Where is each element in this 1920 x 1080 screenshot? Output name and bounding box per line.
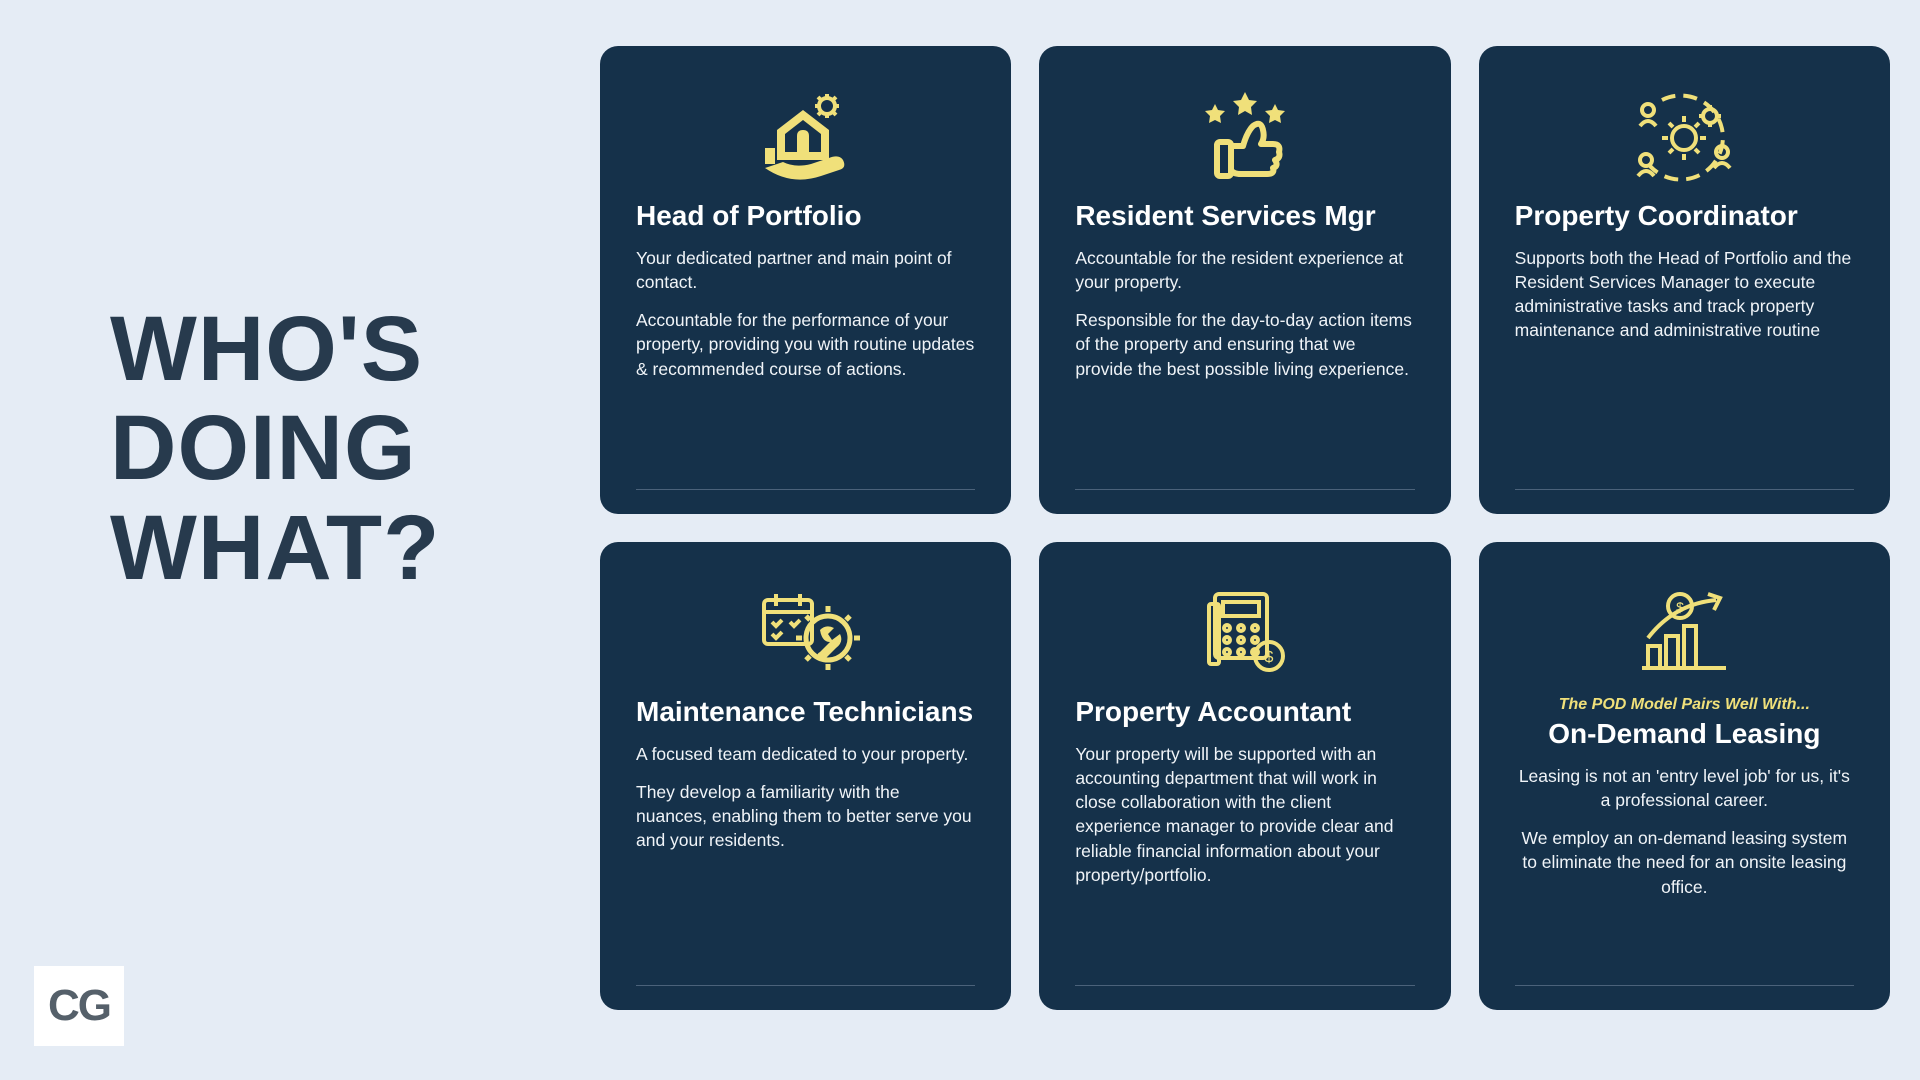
card-pretitle: The POD Model Pairs Well With... <box>1515 696 1854 714</box>
svg-text:$: $ <box>1676 599 1684 615</box>
growth-dollar-icon: $ <box>1515 572 1854 692</box>
logo-badge: CG <box>34 966 124 1046</box>
gear-people-icon <box>1515 76 1854 196</box>
card-p1: Leasing is not an 'entry level job' for … <box>1515 764 1854 812</box>
headline-block: WHO'S DOING WHAT? <box>110 300 580 598</box>
card-property-accountant: $ Property Accountant Your property will… <box>1039 542 1450 1010</box>
card-p1: Supports both the Head of Portfolio and … <box>1515 246 1854 343</box>
card-divider <box>1515 489 1854 490</box>
logo-text: CG <box>48 981 110 1031</box>
card-title: Resident Services Mgr <box>1075 200 1414 232</box>
card-p1: Your property will be supported with an … <box>1075 742 1414 887</box>
card-p1: Your dedicated partner and main point of… <box>636 246 975 294</box>
page-headline: WHO'S DOING WHAT? <box>110 300 580 598</box>
card-p2: They develop a familiarity with the nuan… <box>636 780 975 852</box>
card-title: On-Demand Leasing <box>1515 718 1854 750</box>
card-on-demand-leasing: $ The POD Model Pairs Well With... On-De… <box>1479 542 1890 1010</box>
card-maintenance-technicians: Maintenance Technicians A focused team d… <box>600 542 1011 1010</box>
card-resident-services: Resident Services Mgr Accountable for th… <box>1039 46 1450 514</box>
card-body: Your property will be supported with an … <box>1075 742 1414 901</box>
card-p2: We employ an on-demand leasing system to… <box>1515 826 1854 898</box>
card-body: Supports both the Head of Portfolio and … <box>1515 246 1854 357</box>
card-body: Leasing is not an 'entry level job' for … <box>1515 764 1854 913</box>
card-p1: Accountable for the resident experience … <box>1075 246 1414 294</box>
card-body: Accountable for the resident experience … <box>1075 246 1414 395</box>
card-divider <box>1075 489 1414 490</box>
card-p1: A focused team dedicated to your propert… <box>636 742 975 766</box>
card-divider <box>1515 985 1854 986</box>
calculator-coin-icon: $ <box>1075 572 1414 692</box>
cards-grid: Head of Portfolio Your dedicated partner… <box>600 46 1890 1010</box>
thumbs-stars-icon <box>1075 76 1414 196</box>
card-p2: Responsible for the day-to-day action it… <box>1075 308 1414 380</box>
svg-text:$: $ <box>1265 649 1274 666</box>
card-title: Property Coordinator <box>1515 200 1854 232</box>
calendar-wrench-icon <box>636 572 975 692</box>
card-divider <box>636 489 975 490</box>
card-property-coordinator: Property Coordinator Supports both the H… <box>1479 46 1890 514</box>
card-body: A focused team dedicated to your propert… <box>636 742 975 867</box>
card-divider <box>1075 985 1414 986</box>
card-head-of-portfolio: Head of Portfolio Your dedicated partner… <box>600 46 1011 514</box>
card-title: Maintenance Technicians <box>636 696 975 728</box>
card-title: Head of Portfolio <box>636 200 975 232</box>
card-title: Property Accountant <box>1075 696 1414 728</box>
card-divider <box>636 985 975 986</box>
card-body: Your dedicated partner and main point of… <box>636 246 975 395</box>
card-p2: Accountable for the performance of your … <box>636 308 975 380</box>
hand-house-icon <box>636 76 975 196</box>
